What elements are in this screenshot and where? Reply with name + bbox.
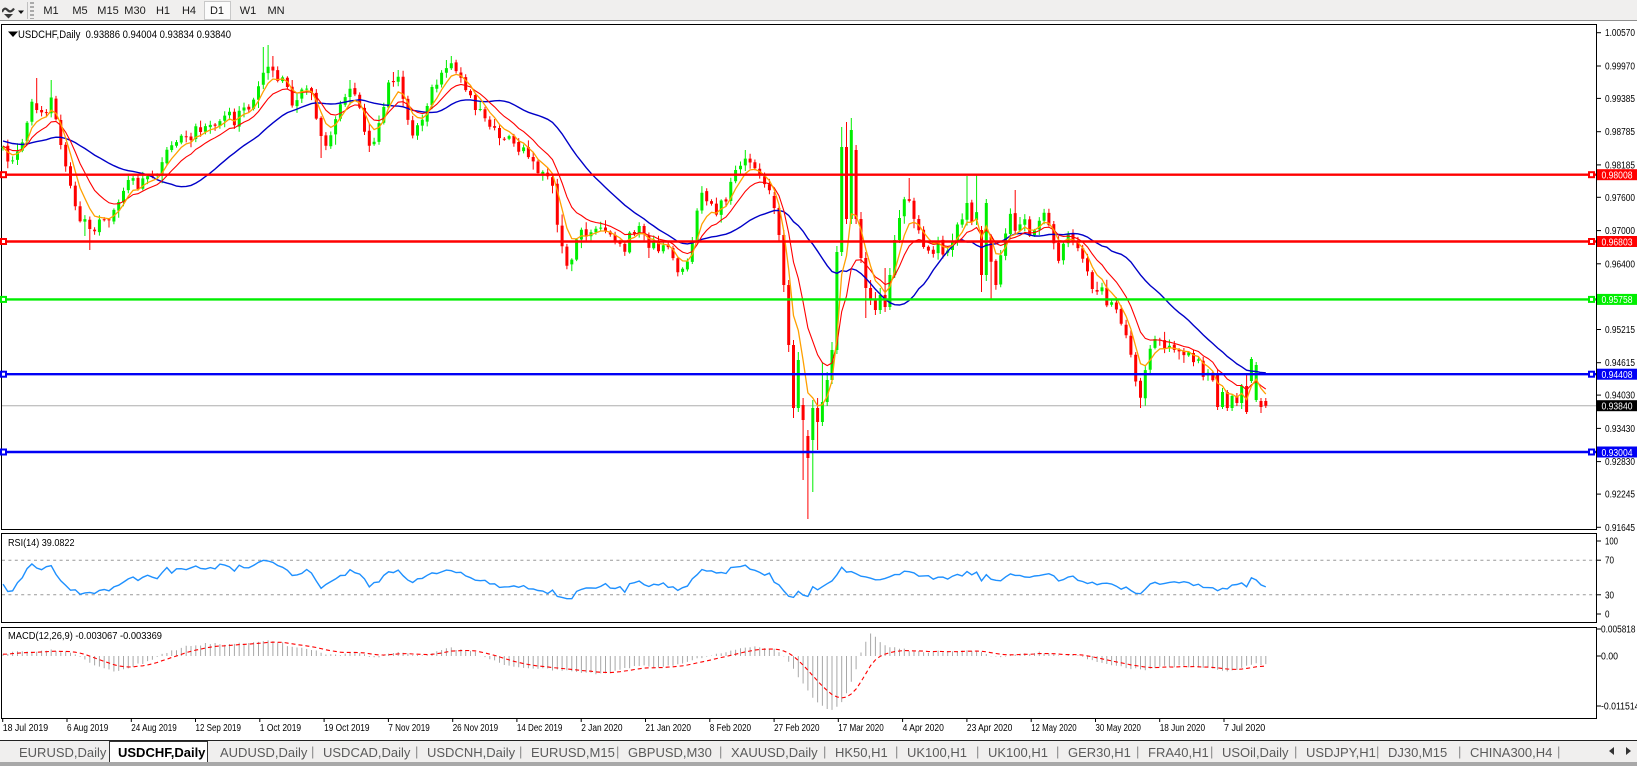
svg-text:26 Nov 2019: 26 Nov 2019	[453, 722, 499, 734]
svg-text:8 Feb 2020: 8 Feb 2020	[710, 722, 751, 734]
svg-text:0.92245: 0.92245	[1605, 490, 1635, 501]
svg-text:27 Feb 2020: 27 Feb 2020	[774, 722, 820, 734]
svg-text:USDCHF,Daily 0.93886 0.94004: USDCHF,Daily 0.93886 0.94004 0.93834 0.9…	[18, 29, 231, 41]
svg-text:-0.011514: -0.011514	[1601, 702, 1637, 713]
svg-text:30: 30	[1605, 590, 1614, 601]
svg-text:7 Nov 2019: 7 Nov 2019	[388, 722, 429, 734]
svg-text:0.98008: 0.98008	[1602, 171, 1633, 182]
svg-text:6 Aug 2019: 6 Aug 2019	[67, 722, 108, 734]
svg-text:0.97000: 0.97000	[1605, 226, 1635, 237]
svg-text:12 May 2020: 12 May 2020	[1031, 722, 1077, 734]
svg-text:MACD(12,26,9) -0.003067 -0.003: MACD(12,26,9) -0.003067 -0.003369	[8, 630, 162, 642]
svg-text:2 Jan 2020: 2 Jan 2020	[581, 722, 622, 734]
svg-text:0.94408: 0.94408	[1602, 370, 1633, 381]
svg-text:0.98785: 0.98785	[1605, 127, 1635, 138]
svg-text:0.99970: 0.99970	[1605, 62, 1635, 73]
svg-text:12 Sep 2019: 12 Sep 2019	[196, 722, 242, 734]
svg-text:24 Aug 2019: 24 Aug 2019	[131, 722, 177, 734]
svg-text:0: 0	[1605, 610, 1610, 621]
svg-text:0.00: 0.00	[1601, 652, 1618, 663]
svg-text:0.005818: 0.005818	[1601, 625, 1636, 636]
svg-text:18 Jul 2019: 18 Jul 2019	[3, 722, 49, 734]
svg-text:0.92830: 0.92830	[1605, 457, 1635, 468]
svg-text:0.91645: 0.91645	[1605, 523, 1635, 534]
svg-text:0.93430: 0.93430	[1605, 424, 1635, 435]
svg-text:21 Jan 2020: 21 Jan 2020	[646, 722, 692, 734]
svg-text:7 Jul 2020: 7 Jul 2020	[1224, 722, 1265, 734]
svg-text:18 Jun 2020: 18 Jun 2020	[1160, 722, 1206, 734]
svg-text:19 Oct 2019: 19 Oct 2019	[324, 722, 370, 734]
svg-text:30 May 2020: 30 May 2020	[1096, 722, 1142, 734]
svg-text:1 Oct 2019: 1 Oct 2019	[260, 722, 301, 734]
svg-text:0.95215: 0.95215	[1605, 325, 1635, 336]
svg-text:0.94615: 0.94615	[1605, 358, 1635, 369]
svg-text:100: 100	[1605, 537, 1618, 548]
svg-text:14 Dec 2019: 14 Dec 2019	[517, 722, 563, 734]
svg-text:0.98185: 0.98185	[1605, 160, 1635, 171]
svg-text:70: 70	[1605, 556, 1614, 567]
svg-text:0.95758: 0.95758	[1602, 295, 1633, 306]
svg-text:RSI(14) 39.0822: RSI(14) 39.0822	[8, 537, 75, 549]
svg-text:0.93840: 0.93840	[1602, 402, 1633, 413]
svg-text:1.00570: 1.00570	[1605, 28, 1635, 39]
svg-text:0.99385: 0.99385	[1605, 94, 1635, 105]
svg-text:0.96803: 0.96803	[1602, 237, 1633, 248]
svg-text:0.97600: 0.97600	[1605, 193, 1635, 204]
svg-text:0.94030: 0.94030	[1605, 391, 1635, 402]
svg-text:17 Mar 2020: 17 Mar 2020	[838, 722, 884, 734]
svg-text:23 Apr 2020: 23 Apr 2020	[967, 722, 1013, 734]
svg-text:0.96400: 0.96400	[1605, 259, 1635, 270]
svg-text:4 Apr 2020: 4 Apr 2020	[903, 722, 944, 734]
svg-text:0.93004: 0.93004	[1602, 448, 1633, 459]
